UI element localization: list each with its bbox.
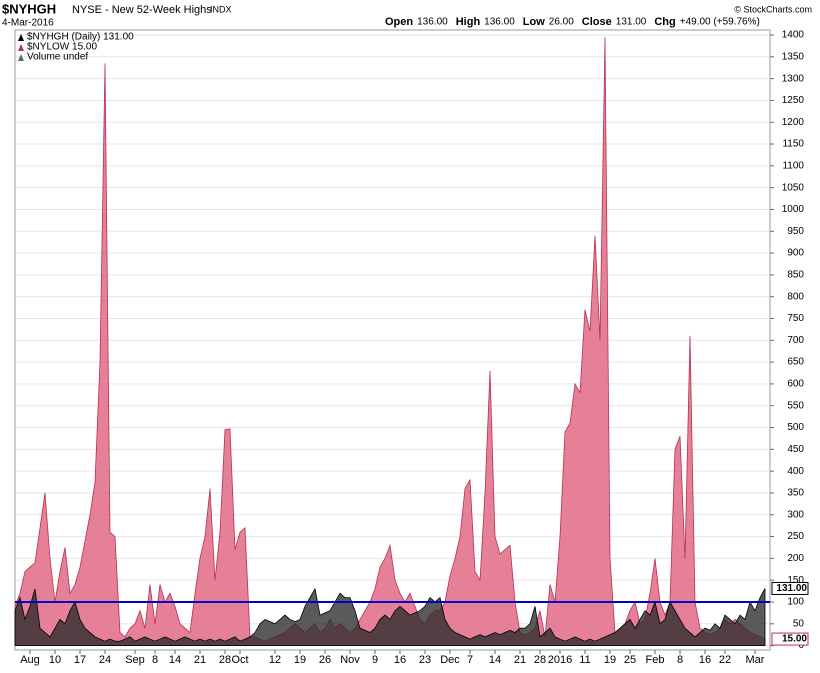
- stat-value: 131.00: [616, 17, 647, 28]
- y-tick-label: 500: [787, 422, 804, 433]
- x-tick-label: 14: [169, 654, 181, 666]
- x-tick-label: 23: [419, 654, 431, 666]
- x-tick-label: 2016: [548, 654, 572, 666]
- date: 4-Mar-2016: [2, 18, 54, 29]
- legend-label: $NYLOW 15.00: [27, 42, 97, 53]
- y-tick-label: 400: [787, 466, 804, 477]
- y-tick-label: 0: [798, 640, 804, 651]
- y-tick-label: 550: [787, 400, 804, 411]
- legend-icon: [18, 54, 24, 61]
- y-tick-label: 900: [787, 248, 804, 259]
- stat-label: Open: [385, 16, 413, 28]
- y-tick-label: 1400: [782, 30, 805, 41]
- y-tick-label: 1350: [782, 51, 805, 62]
- price-tag-label: 131.00: [776, 583, 807, 594]
- stat-label: Chg: [654, 16, 675, 28]
- area: [14, 587, 766, 646]
- x-tick-label: 19: [294, 654, 306, 666]
- y-tick-label: 950: [787, 226, 804, 237]
- y-tick-label: 850: [787, 270, 804, 281]
- legend-icon: [18, 34, 24, 41]
- x-tick-label: Sep: [125, 654, 145, 666]
- x-tick-label: Oct: [231, 654, 248, 666]
- y-tick-label: 100: [787, 597, 804, 608]
- y-tick-label: 700: [787, 335, 804, 346]
- x-tick-label: 11: [579, 654, 590, 666]
- y-tick-label: 1300: [782, 73, 805, 84]
- y-tick-label: 650: [787, 357, 804, 368]
- copyright: © StockCharts.com: [734, 4, 812, 14]
- x-tick-label: 22: [719, 654, 731, 666]
- x-tick-label: 7: [467, 654, 473, 666]
- legend-label: Volume undef: [27, 52, 88, 63]
- exchange: INDX: [210, 4, 232, 14]
- x-tick-label: 12: [269, 654, 281, 666]
- x-tick-label: 28: [219, 654, 231, 666]
- stat-value: +49.00 (+59.76%): [680, 17, 760, 28]
- x-tick-label: 21: [514, 654, 526, 666]
- y-tick-label: 50: [793, 618, 805, 629]
- y-tick-label: 450: [787, 444, 804, 455]
- stat-value: 26.00: [549, 17, 574, 28]
- x-tick-label: 26: [319, 654, 331, 666]
- y-tick-label: 1200: [782, 117, 805, 128]
- price-tag: [771, 632, 809, 646]
- y-tick-label: 200: [787, 553, 804, 564]
- y-tick-label: 600: [787, 379, 804, 390]
- x-tick-label: 10: [49, 654, 61, 666]
- y-tick-label: 300: [787, 509, 804, 520]
- y-tick-label: 1000: [782, 204, 805, 215]
- x-tick-label: 14: [489, 654, 501, 666]
- y-tick-label: 350: [787, 488, 804, 499]
- y-tick-label: 1250: [782, 95, 805, 106]
- x-tick-label: 16: [394, 654, 406, 666]
- y-tick-label: 1100: [782, 160, 804, 171]
- y-tick-label: 1150: [782, 139, 804, 150]
- x-tick-label: 28: [534, 654, 546, 666]
- x-tick-label: 21: [194, 654, 206, 666]
- x-tick-label: 25: [624, 654, 636, 666]
- chart-title: NYSE - New 52-Week Highs: [72, 4, 212, 16]
- x-tick-label: Dec: [440, 654, 460, 666]
- legend-label: $NYHGH (Daily) 131.00: [27, 32, 134, 43]
- x-tick-label: 17: [74, 654, 86, 666]
- stat-label: Close: [582, 16, 612, 28]
- stat-value: 136.00: [417, 17, 448, 28]
- area: [14, 37, 766, 646]
- y-tick-label: 250: [787, 531, 804, 542]
- x-tick-label: Feb: [646, 654, 665, 666]
- stat-value: 136.00: [484, 17, 515, 28]
- x-tick-label: Nov: [340, 654, 360, 666]
- price-tag-label: 15.00: [782, 634, 807, 645]
- legend-icon: [18, 44, 24, 51]
- x-tick-label: 8: [152, 654, 158, 666]
- x-tick-label: Aug: [20, 654, 40, 666]
- x-tick-label: 19: [604, 654, 616, 666]
- x-tick-label: Mar: [746, 654, 765, 666]
- x-tick-label: 16: [699, 654, 711, 666]
- y-tick-label: 750: [787, 313, 804, 324]
- y-tick-label: 1050: [782, 182, 805, 193]
- stat-label: Low: [523, 16, 545, 28]
- y-tick-label: 150: [787, 575, 804, 586]
- y-tick-label: 800: [787, 291, 804, 302]
- price-tag: [771, 581, 809, 595]
- symbol: $NYHGH: [2, 1, 56, 16]
- x-tick-label: 8: [677, 654, 683, 666]
- x-tick-label: 24: [99, 654, 111, 666]
- stat-label: High: [456, 16, 481, 28]
- x-tick-label: 9: [372, 654, 378, 666]
